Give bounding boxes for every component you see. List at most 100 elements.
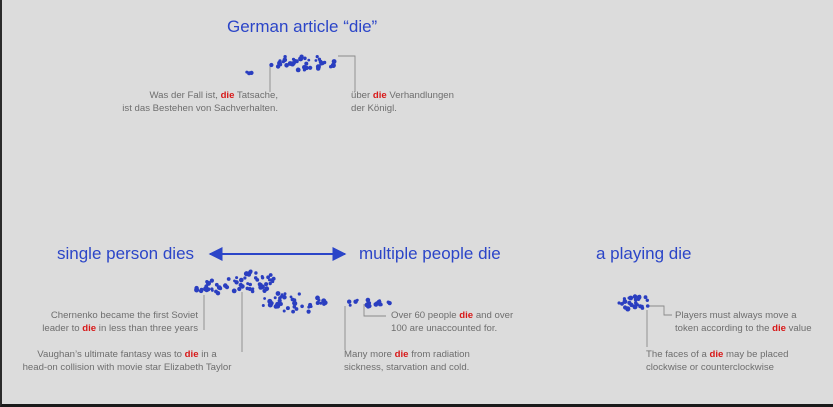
note-line: leader to die in less than three years — [42, 322, 198, 334]
german-cluster-main-dot — [302, 65, 307, 70]
note-line: clockwise or counterclockwise — [646, 361, 774, 373]
german-cluster-main-dot — [329, 65, 333, 69]
note-german-left: Was der Fall ist, die Tatsache, ist das … — [88, 90, 278, 115]
heading-german-article: German article “die” — [227, 17, 378, 36]
single-cluster-a-dot — [216, 285, 222, 290]
single-cluster-b-dot — [266, 275, 270, 280]
single-cluster-b-dot — [245, 286, 250, 291]
single-cluster-c-dot — [283, 292, 287, 296]
dot-clusters — [194, 54, 650, 314]
note-line: sickness, starvation and cold. — [344, 361, 470, 373]
single-cluster-b-dot — [224, 285, 230, 290]
note-chernenko: Chernenko became the first Soviet leader… — [8, 310, 198, 335]
single-cluster-a-dot — [214, 282, 219, 287]
note-line: token according to the die value — [675, 322, 812, 334]
note-line: Was der Fall ist, die Tatsache, — [149, 90, 278, 101]
single-cluster-a-dot — [203, 286, 209, 292]
single-cluster-c-dot — [273, 304, 279, 309]
single-cluster-b-dot — [240, 284, 245, 289]
single-cluster-c-dot — [294, 307, 299, 311]
german-cluster-main-dot — [331, 59, 337, 64]
playing-die-cluster-dot — [645, 298, 649, 302]
playing-die-cluster-dot — [636, 294, 642, 300]
german-cluster-main-dot — [304, 61, 309, 66]
single-cluster-c-dot — [300, 304, 304, 309]
single-cluster-c-dot — [269, 301, 274, 306]
highlight-die: die — [772, 322, 786, 334]
single-cluster-b-dot — [248, 282, 252, 287]
single-cluster-c-dot — [282, 309, 286, 313]
playing-die-cluster-dot — [627, 296, 631, 300]
note-line: über die Verhandlungen — [351, 90, 454, 101]
single-cluster-c-dot — [275, 291, 281, 296]
german-cluster-main-dot — [284, 63, 289, 68]
multiple-cluster-dot — [386, 300, 390, 304]
playing-die-cluster-dot — [645, 304, 650, 308]
single-cluster-b-dot — [255, 278, 260, 282]
note-german-right: über die Verhandlungen der Königl. — [351, 90, 454, 115]
german-cluster-main-dot — [307, 58, 311, 62]
single-cluster-c-dot — [277, 298, 282, 303]
note-faces: The faces of a die may be placed clockwi… — [646, 349, 788, 374]
highlight-die: die — [184, 349, 199, 360]
heading-multiple-people-die: multiple people die — [359, 244, 501, 263]
single-cluster-a-dot — [210, 287, 214, 291]
highlight-die: die — [220, 90, 235, 101]
german-cluster-main-dot — [316, 66, 321, 71]
playing-die-cluster-dot — [632, 294, 638, 299]
single-cluster-b-dot — [269, 278, 274, 282]
over60-leader — [363, 304, 386, 317]
note-over-60: Over 60 people die and over 100 are unac… — [391, 310, 513, 335]
single-cluster-c-dot — [280, 293, 284, 296]
single-cluster-b-dot — [254, 271, 258, 275]
single-cluster-c-dot — [291, 309, 295, 314]
multiple-cluster-dot — [355, 298, 359, 302]
single-cluster-c-dot — [315, 295, 320, 301]
playing-die-cluster-dot — [638, 304, 643, 309]
playing-die-cluster-dot — [628, 301, 632, 305]
single-cluster-c-dot — [315, 301, 320, 305]
playing-die-cluster-dot — [643, 295, 648, 300]
single-cluster-a-dot — [205, 280, 209, 284]
single-cluster-b-dot — [239, 277, 244, 283]
german-cluster-main-dot — [314, 59, 318, 62]
single-cluster-b-dot — [235, 276, 239, 280]
single-cluster-c-dot — [292, 301, 296, 305]
single-cluster-c-dot — [289, 295, 293, 299]
single-cluster-b-dot — [248, 269, 253, 274]
note-line: head-on collision with movie star Elizab… — [22, 361, 232, 373]
playing-die-cluster-dot — [633, 298, 638, 302]
single-cluster-b-dot — [268, 281, 272, 286]
german-cluster-main-dot — [298, 56, 304, 62]
multiple-cluster-dot — [347, 299, 352, 304]
single-cluster-c-dot — [285, 306, 290, 311]
single-cluster-c-dot — [282, 294, 287, 300]
note-line: 100 are unaccounted for. — [391, 322, 498, 334]
note-line: Chernenko became the first Soviet — [50, 310, 198, 321]
german-cluster-main-dot — [308, 65, 313, 70]
leader-lines — [203, 55, 672, 352]
multiple-cluster-dot — [367, 303, 372, 309]
german-cluster-main-dot — [278, 62, 283, 67]
single-cluster-b-dot — [268, 273, 273, 277]
multiple-cluster-dot — [365, 297, 371, 303]
german-cluster-main-dot — [287, 61, 293, 66]
single-cluster-b-dot — [250, 289, 255, 294]
multiple-cluster-dot — [348, 303, 352, 307]
single-cluster-c-dot — [321, 298, 327, 304]
single-cluster-b-dot — [234, 280, 239, 285]
single-cluster-b-dot — [251, 287, 255, 291]
german-cluster-main-dot — [320, 61, 325, 66]
single-cluster-c-dot — [278, 302, 283, 306]
german-cluster-main-dot — [269, 62, 274, 68]
single-cluster-c-dot — [261, 304, 265, 307]
playing-die-cluster-dot — [622, 299, 628, 304]
single-cluster-a-dot — [209, 278, 214, 283]
german-cluster-main-dot — [303, 56, 307, 61]
german-cluster-main-dot — [283, 55, 287, 59]
heading-playing-die: a playing die — [596, 244, 692, 263]
note-vaughan: Vaughan’s ultimate fantasy was to die in… — [6, 349, 248, 374]
playing-die-cluster-dot — [622, 297, 627, 301]
single-cluster-a-dot — [198, 288, 204, 294]
